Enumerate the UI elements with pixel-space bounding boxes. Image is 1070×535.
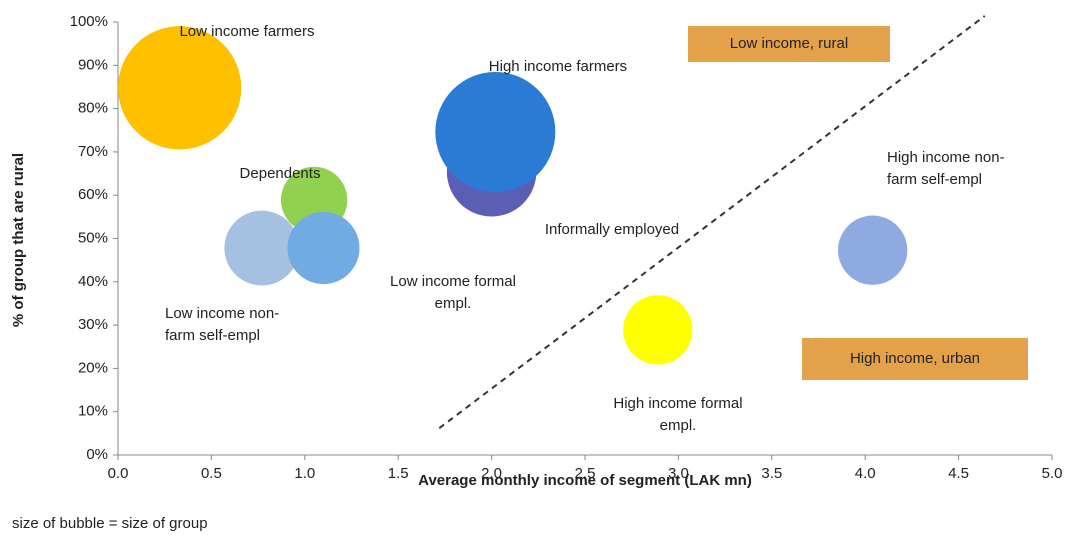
bubble [287, 211, 360, 285]
annotation-box [802, 338, 1028, 380]
annotation-box [688, 26, 890, 62]
x-tick-label: 0.0 [108, 465, 129, 482]
footnote: size of bubble = size of group [12, 515, 208, 532]
bubble [838, 215, 908, 285]
bubble-label: High income non-farm self-empl [887, 149, 1005, 188]
bubble [623, 295, 693, 365]
bubble [224, 210, 300, 286]
x-tick-label: 5.0 [1042, 465, 1063, 482]
y-tick-label: 20% [78, 359, 108, 376]
reference-line [438, 15, 986, 429]
bubble-label: High income farmers [489, 58, 627, 75]
x-tick-label: 2.5 [575, 465, 596, 482]
bubble [117, 26, 242, 150]
y-tick-label: 70% [78, 143, 108, 160]
annotation-text: High income, urban [850, 350, 980, 367]
y-tick-label: 10% [78, 403, 108, 420]
x-tick-label: 4.5 [948, 465, 969, 482]
bubble-label: Informally employed [545, 221, 679, 238]
y-tick-label: 90% [78, 56, 108, 73]
bubble-label: Dependents [240, 165, 321, 182]
x-tick-label: 3.5 [761, 465, 782, 482]
x-axis-title: Average monthly income of segment (LAK m… [418, 472, 752, 489]
bubble-label: Low income formal empl. [390, 273, 516, 312]
y-axis-title: % of group that are rural [10, 153, 27, 327]
y-tick-label: 0% [86, 446, 108, 463]
bubble-label: Low income non-farm self-empl [165, 305, 279, 344]
annotation-text: Low income, rural [730, 35, 848, 52]
y-tick-label: 60% [78, 186, 108, 203]
bubble-label: Low income farmers [179, 23, 314, 40]
y-tick-label: 40% [78, 273, 108, 290]
y-tick-label: 80% [78, 100, 108, 117]
y-tick-label: 100% [70, 13, 108, 30]
x-tick-label: 3.0 [668, 465, 689, 482]
x-tick-label: 1.5 [388, 465, 409, 482]
bubble-label: High income formal empl. [613, 395, 742, 434]
bubble [435, 71, 556, 192]
y-tick-label: 30% [78, 316, 108, 333]
x-tick-label: 1.0 [294, 465, 315, 482]
x-tick-label: 0.5 [201, 465, 222, 482]
y-tick-label: 50% [78, 229, 108, 246]
x-tick-label: 4.0 [855, 465, 876, 482]
x-tick-label: 2.0 [481, 465, 502, 482]
